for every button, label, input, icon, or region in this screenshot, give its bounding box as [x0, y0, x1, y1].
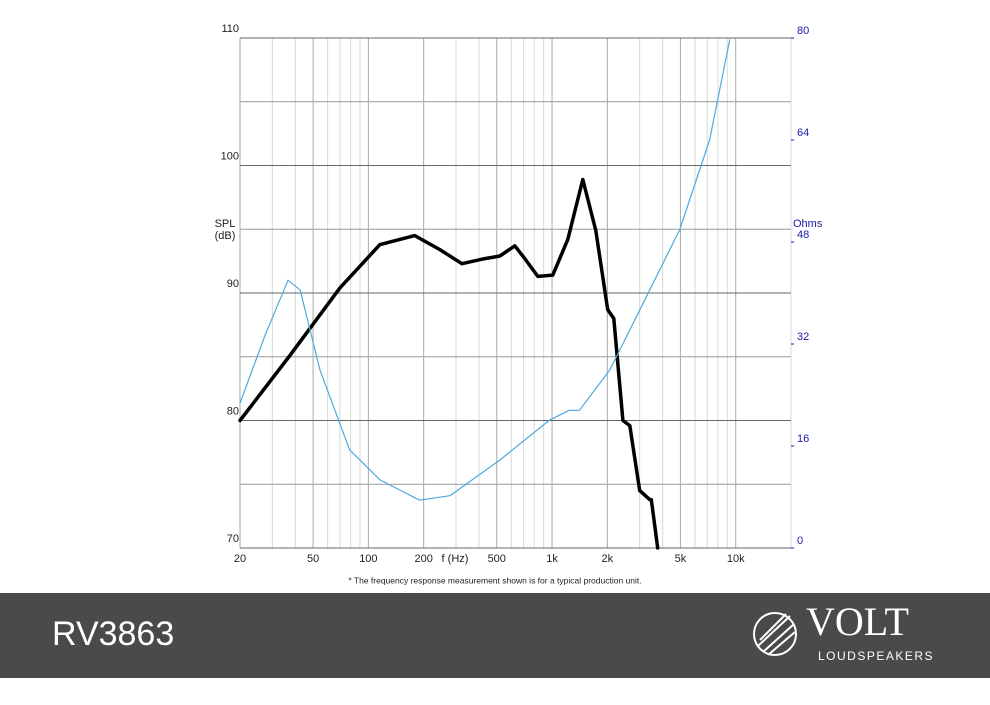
y-tick-label: 110: [221, 23, 239, 35]
x-tick-label: 200: [414, 553, 432, 565]
x-tick-label: 50: [307, 553, 319, 565]
footnote: * The frequency response measurement sho…: [348, 575, 641, 585]
brand: VOLT: [806, 599, 909, 644]
y2-tick-label: 48: [797, 229, 809, 241]
y2-tick-label: 80: [797, 25, 809, 37]
y-tick-label: 90: [227, 278, 239, 290]
y2-tick-label: 16: [797, 433, 809, 445]
x-tick-label: 20: [234, 553, 246, 565]
y-axis-label: (dB): [215, 230, 236, 242]
x-tick-label: 10k: [727, 553, 745, 565]
x-tick-label: 2k: [602, 553, 614, 565]
brand-tagline: LOUDSPEAKERS: [818, 649, 934, 663]
y-tick-label: 70: [227, 533, 239, 545]
x-tick-label: 500: [488, 553, 506, 565]
y-tick-label: 100: [221, 150, 239, 162]
y2-axis-label: Ohms: [793, 218, 823, 230]
logo-icon: [753, 612, 797, 656]
x-tick-label: 5k: [675, 553, 687, 565]
y-axis-label: SPL: [215, 218, 236, 230]
y-tick-label: 80: [227, 405, 239, 417]
y2-tick-label: 32: [797, 331, 809, 343]
model-name: RV3863: [52, 615, 174, 653]
x-tick-label: 1k: [546, 553, 558, 565]
impedance-line: [239, 39, 731, 501]
x-axis-label: f (Hz): [442, 553, 469, 565]
footer-bar: [0, 593, 990, 678]
spl-line: [238, 177, 660, 550]
y2-tick-label: 0: [797, 535, 803, 547]
x-tick-label: 100: [359, 553, 377, 565]
y2-tick-label: 64: [797, 127, 809, 139]
